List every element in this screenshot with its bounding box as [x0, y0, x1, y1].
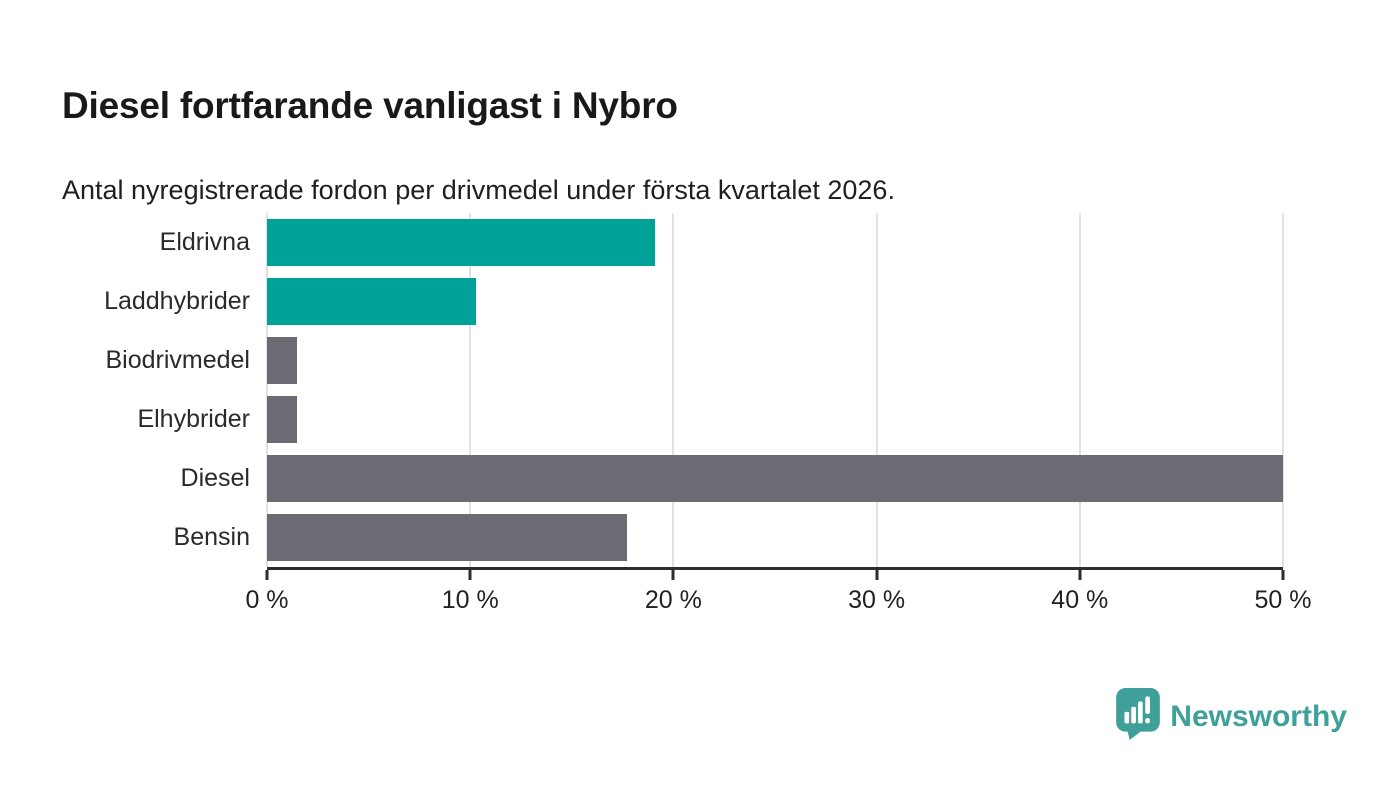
newsworthy-pin-bar-chart-icon [1116, 688, 1161, 745]
axis-tick-label: 30 % [848, 586, 906, 614]
gridline [672, 213, 675, 567]
axis-tick-label: 10 % [441, 586, 499, 614]
axis-tick [1078, 570, 1082, 580]
bar-elhybrider [267, 396, 298, 443]
gridline [1078, 213, 1081, 567]
gridline [875, 213, 878, 567]
chart-area: Eldrivna Laddhybrider Biodrivmedel Elhybrid… [0, 213, 1400, 633]
axis-tick [875, 570, 879, 580]
chart-title: Diesel fortfarande vanligast i Nybro [62, 84, 678, 126]
category-label: Bensin [173, 523, 250, 551]
bar-biodrivmedel [267, 337, 298, 384]
category-label: Elhybrider [137, 405, 250, 433]
axis-tick [265, 570, 269, 580]
gridline [1282, 213, 1284, 567]
category-label: Eldrivna [159, 228, 250, 256]
axis-tick-label: 0 % [245, 586, 289, 614]
gridline [266, 213, 268, 567]
axis-tick-label: 40 % [1051, 586, 1109, 614]
category-labels: Eldrivna Laddhybrider Biodrivmedel Elhybrid… [0, 213, 250, 567]
bar-diesel [267, 455, 1283, 502]
axis-tick [468, 570, 472, 580]
category-label: Diesel [180, 464, 250, 492]
bar-bensin [267, 514, 627, 561]
bar-eldrivna [267, 219, 656, 266]
axis-tick-label: 20 % [644, 586, 702, 614]
gridline [469, 213, 472, 567]
axis-tick [1281, 570, 1285, 580]
plot-area [265, 213, 1285, 580]
newsworthy-brand: Newsworthy [1116, 688, 1347, 745]
chart-subtitle: Antal nyregistrerade fordon per drivmede… [62, 175, 895, 205]
category-label: Biodrivmedel [105, 346, 250, 374]
axis-tick [671, 570, 675, 580]
brand-name: Newsworthy [1170, 699, 1347, 733]
bar-laddhybrider [267, 278, 477, 325]
axis-tick-label: 50 % [1254, 586, 1312, 614]
category-label: Laddhybrider [104, 287, 250, 315]
